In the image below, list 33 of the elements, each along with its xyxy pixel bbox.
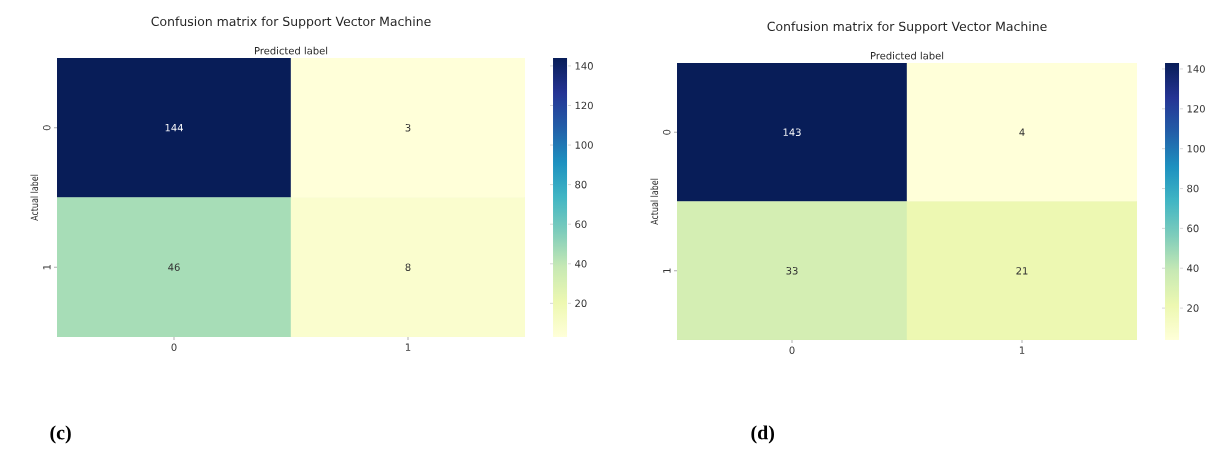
text: (c)	[50, 425, 71, 444]
y-axis-title: Actual label	[650, 178, 659, 225]
x-axis-title: Predicted label	[254, 46, 328, 55]
data-label: 33	[786, 266, 798, 275]
color-bar-label: 140	[1187, 65, 1205, 73]
color-bar-label: 140	[575, 62, 593, 70]
data-label: 144	[165, 124, 183, 132]
y-axis-title: Actual label	[30, 174, 39, 221]
color-bar-label: 80	[1187, 184, 1199, 193]
x-tick-label: 0	[789, 346, 795, 355]
color-bar-label: 20	[575, 299, 587, 308]
data-label: 8	[405, 263, 411, 272]
x-tick-label: 0	[171, 343, 177, 352]
color-bar-label: 40	[1187, 264, 1199, 273]
chart-title: Confusion matrix for Support Vector Machine	[767, 21, 1047, 34]
data-label: 21	[1016, 267, 1028, 275]
color-bar-label: 40	[575, 259, 587, 268]
x-tick-label: 1	[405, 343, 411, 351]
text: (d)	[751, 425, 775, 444]
color-bar-label: 120	[1187, 105, 1205, 113]
data-label: 3	[405, 123, 411, 132]
color-bar-label: 60	[575, 220, 587, 228]
data-label: 46	[168, 263, 180, 272]
color-bar-label: 100	[575, 141, 593, 149]
color-bar-label: 20	[1187, 304, 1199, 312]
x-tick-label: 1	[1019, 346, 1025, 354]
x-axis-title: Predicted label	[870, 51, 944, 60]
color-bar-label: 80	[575, 180, 587, 189]
color-bar-label: 100	[1187, 144, 1205, 153]
color-bar-label: 60	[1187, 224, 1199, 233]
data-label: 143	[783, 128, 801, 137]
color-bar-label: 120	[575, 101, 593, 110]
chart-title: Confusion matrix for Support Vector Machine	[151, 16, 431, 29]
